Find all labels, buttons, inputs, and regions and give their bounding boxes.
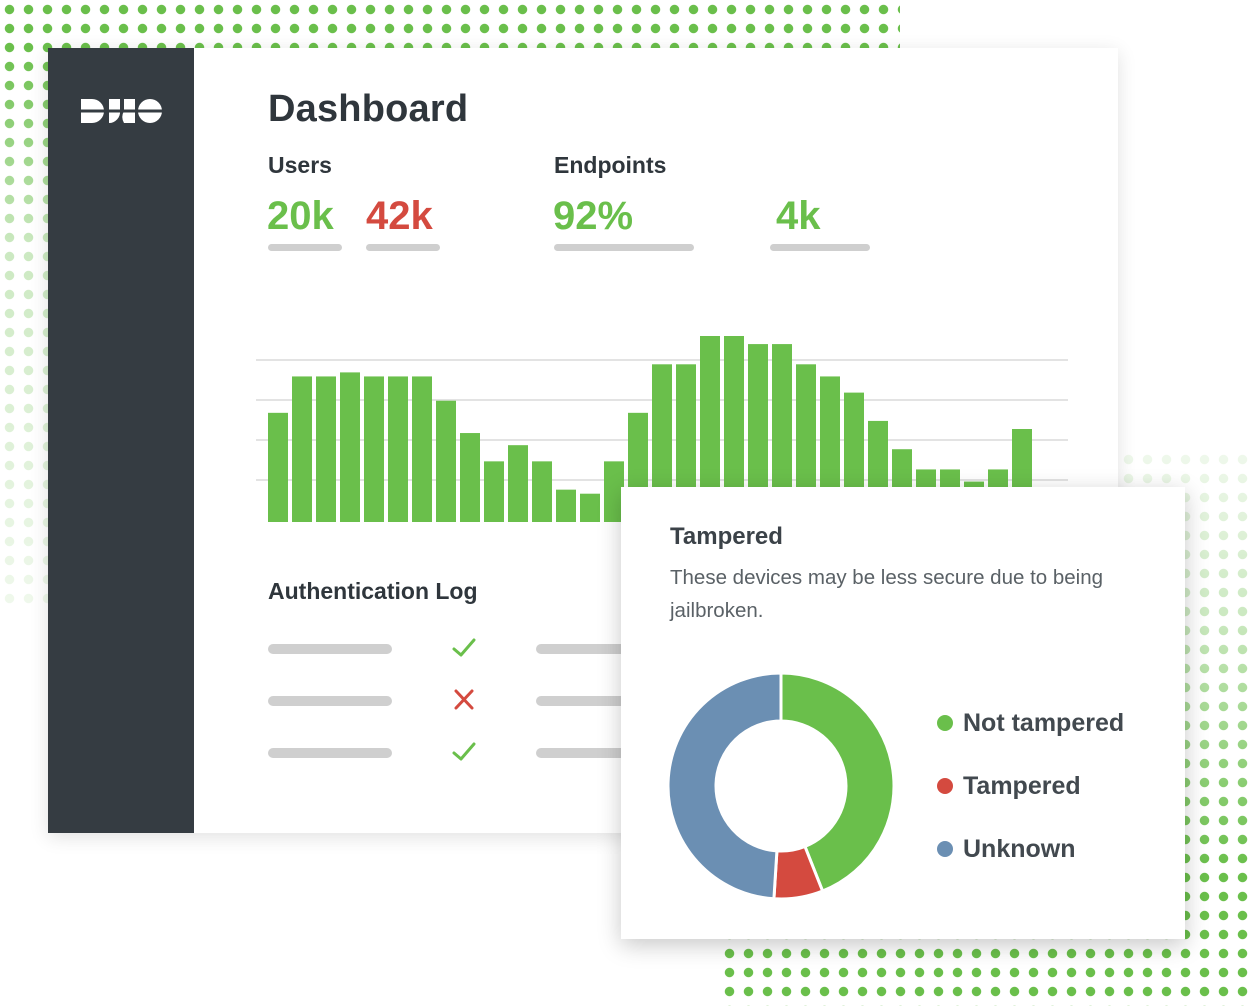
log-row[interactable] (268, 638, 656, 658)
check-icon (452, 638, 476, 657)
endpoints-label: Endpoints (554, 152, 667, 178)
donut-slice-not-tampered[interactable] (779, 672, 895, 894)
chart-bar[interactable] (820, 376, 840, 522)
placeholder-bar (554, 244, 694, 251)
chart-bar[interactable] (484, 461, 504, 522)
chart-bar[interactable] (292, 376, 312, 522)
legend-dot (937, 778, 953, 794)
chart-bar[interactable] (364, 376, 384, 522)
legend-dot (937, 715, 953, 731)
endpoints-secondary-stat: 4k (776, 194, 821, 238)
chart-bar[interactable] (748, 344, 768, 522)
chart-bar[interactable] (772, 344, 792, 522)
chart-bar[interactable] (436, 400, 456, 522)
chart-bar[interactable] (268, 412, 288, 522)
tampered-donut-chart (667, 672, 895, 900)
chart-bar[interactable] (532, 461, 552, 522)
placeholder-bar (536, 696, 656, 706)
chart-bar[interactable] (508, 445, 528, 522)
users-label: Users (268, 152, 332, 178)
legend-dot (937, 841, 953, 857)
chart-bar[interactable] (652, 364, 672, 522)
chart-bar[interactable] (700, 336, 720, 522)
chart-bar[interactable] (460, 433, 480, 522)
chart-bar[interactable] (676, 364, 696, 522)
placeholder-bar (770, 244, 870, 251)
authentication-log-title: Authentication Log (268, 578, 478, 604)
x-icon (454, 689, 474, 710)
chart-bar[interactable] (412, 376, 432, 522)
log-row[interactable] (268, 689, 656, 710)
page-title: Dashboard (268, 88, 469, 130)
chart-bar[interactable] (388, 376, 408, 522)
placeholder-bar (536, 748, 656, 758)
chart-bar[interactable] (556, 489, 576, 522)
placeholder-bar (268, 244, 342, 251)
donut-slice-unknown[interactable] (667, 672, 783, 900)
duo-logo[interactable] (81, 97, 163, 125)
legend-label: Unknown (963, 835, 1076, 863)
legend-label: Tampered (963, 772, 1081, 800)
chart-bar[interactable] (340, 372, 360, 522)
legend-label: Not tampered (963, 709, 1125, 737)
placeholder-bar (536, 644, 656, 654)
placeholder-bar (268, 644, 392, 654)
chart-bar[interactable] (316, 376, 336, 522)
popup-title: Tampered (670, 523, 783, 550)
check-icon (452, 742, 476, 761)
tampered-devices-popup: Tampered These devices may be less secur… (621, 487, 1185, 939)
placeholder-bar (366, 244, 440, 251)
chart-bar[interactable] (724, 336, 744, 522)
chart-bar[interactable] (580, 493, 600, 522)
chart-bar[interactable] (604, 461, 624, 522)
endpoints-primary-stat: 92% (553, 194, 634, 238)
sidebar (48, 48, 194, 833)
chart-bar[interactable] (796, 364, 816, 522)
popup-description: These devices may be less secure due to … (670, 566, 1104, 622)
log-row[interactable] (268, 742, 656, 762)
users-red-stat: 42k (366, 194, 433, 238)
users-green-stat: 20k (267, 194, 334, 238)
placeholder-bar (268, 696, 392, 706)
placeholder-bar (268, 748, 392, 758)
